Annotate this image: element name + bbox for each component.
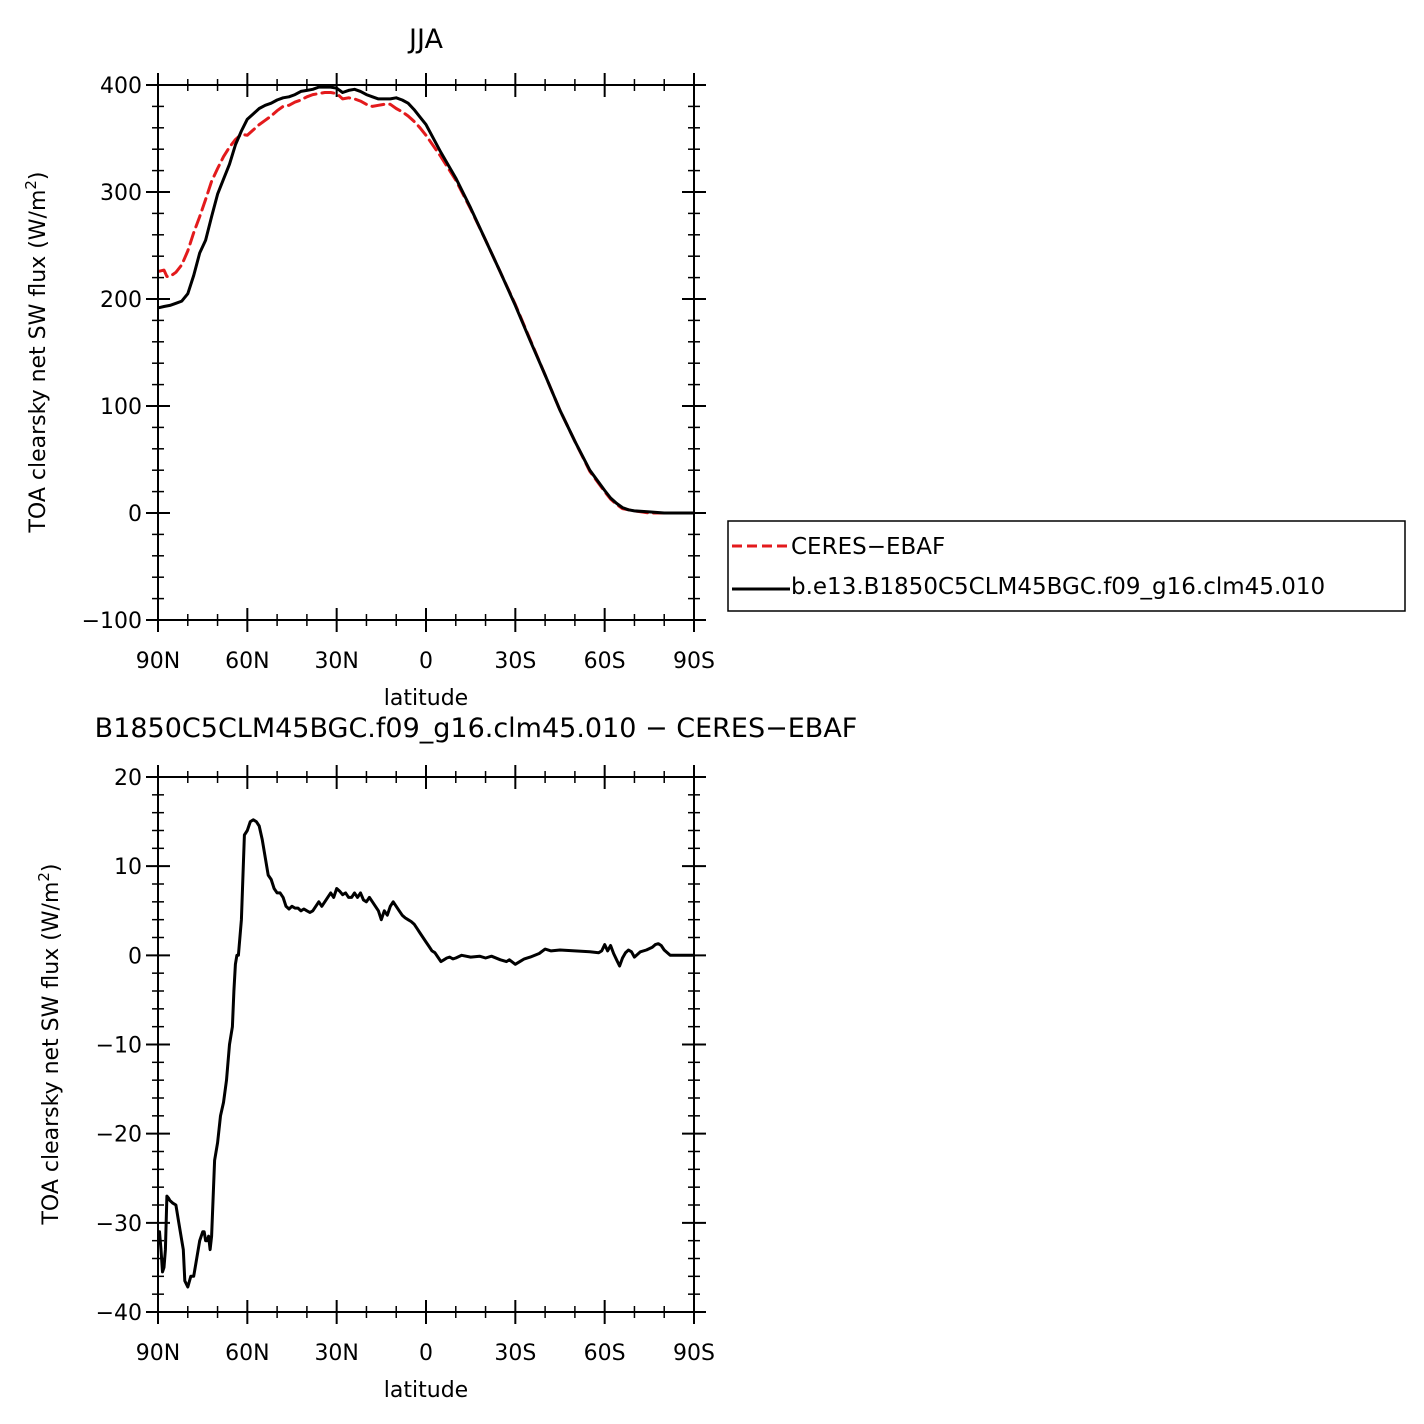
bottom-y-tick-label: 0 bbox=[128, 944, 142, 969]
bottom-x-tick-label: 90N bbox=[136, 1341, 180, 1366]
top-panel-title: JJA bbox=[407, 24, 443, 55]
bottom-series-line-0 bbox=[158, 818, 694, 1289]
bottom-x-tick-label: 30S bbox=[494, 1341, 536, 1366]
top-x-tick-label: 60N bbox=[225, 649, 269, 674]
bottom-panel-y-axis-title-sup: 2 bbox=[35, 872, 53, 882]
top-y-tick-label: 0 bbox=[128, 502, 142, 527]
legend-label-model: b.e13.B1850C5CLM45BGC.f09_g16.clm45.010 bbox=[791, 574, 1325, 600]
top-x-tick-label: 30N bbox=[314, 649, 358, 674]
top-panel-y-axis-title-main: TOA clearsky net SW flux (W/m bbox=[26, 190, 51, 534]
bottom-x-tick-label: 30N bbox=[314, 1341, 358, 1366]
top-panel-x-axis: 90N 60N 30N 0 30S 60S 90S bbox=[136, 73, 715, 674]
top-plot-frame bbox=[157, 84, 695, 621]
top-panel-y-axis-title-tail: ) bbox=[26, 171, 51, 180]
bottom-y-tick-label: −20 bbox=[96, 1123, 142, 1148]
bottom-y-tick-label: −40 bbox=[96, 1301, 142, 1326]
top-y-tick-label: 100 bbox=[100, 395, 142, 420]
top-x-tick-label: 90S bbox=[673, 649, 715, 674]
bottom-panel-x-axis-title: latitude bbox=[384, 1378, 468, 1403]
bottom-panel-title: B1850C5CLM45BGC.f09_g16.clm45.010 − CERE… bbox=[95, 713, 858, 744]
top-y-tick-label: −100 bbox=[82, 609, 142, 634]
legend: CERES−EBAF b.e13.B1850C5CLM45BGC.f09_g16… bbox=[727, 520, 1406, 612]
top-panel-x-axis-title: latitude bbox=[384, 686, 468, 711]
bottom-y-tick-label: −30 bbox=[96, 1212, 142, 1237]
top-x-tick-label: 0 bbox=[419, 649, 433, 674]
bottom-panel-x-axis: 90N 60N 30N 0 30S 60S 90S bbox=[136, 765, 715, 1366]
top-x-tick-label: 60S bbox=[584, 649, 626, 674]
bottom-x-tick-label: 60S bbox=[584, 1341, 626, 1366]
bottom-panel-y-axis-title: TOA clearsky net SW flux (W/m2) bbox=[35, 863, 64, 1225]
top-y-tick-label: 200 bbox=[100, 288, 142, 313]
top-series-line-0 bbox=[158, 91, 694, 515]
top-panel-series-group bbox=[158, 85, 694, 515]
bottom-x-tick-label: 90S bbox=[673, 1341, 715, 1366]
bottom-y-tick-label: 10 bbox=[114, 855, 142, 880]
top-x-tick-label: 90N bbox=[136, 649, 180, 674]
bottom-panel-series-group bbox=[158, 818, 694, 1289]
top-series-line-1 bbox=[158, 85, 694, 515]
bottom-panel-y-axis-title-main: TOA clearsky net SW flux (W/m bbox=[39, 882, 64, 1226]
top-y-tick-label: 400 bbox=[100, 74, 142, 99]
bottom-panel-y-axis-title-tail: ) bbox=[39, 863, 64, 872]
top-y-tick-label: 300 bbox=[100, 181, 142, 206]
bottom-y-tick-label: 20 bbox=[114, 766, 142, 791]
legend-box bbox=[727, 520, 1406, 612]
bottom-y-tick-label: −10 bbox=[96, 1034, 142, 1059]
top-panel-y-axis-title-sup: 2 bbox=[22, 180, 40, 190]
top-panel-y-axis-title: TOA clearsky net SW flux (W/m2) bbox=[22, 171, 51, 533]
bottom-x-tick-label: 60N bbox=[225, 1341, 269, 1366]
top-panel-y-axis: −100 0 100 200 300 400 bbox=[82, 74, 706, 634]
legend-label-ceres-ebaf: CERES−EBAF bbox=[791, 534, 945, 560]
bottom-panel: B1850C5CLM45BGC.f09_g16.clm45.010 − CERE… bbox=[35, 713, 857, 1403]
top-x-tick-label: 30S bbox=[494, 649, 536, 674]
bottom-x-tick-label: 0 bbox=[419, 1341, 433, 1366]
bottom-panel-y-axis: −40 −30 −20 −10 0 10 20 bbox=[96, 766, 706, 1326]
bottom-plot-frame bbox=[157, 776, 695, 1313]
